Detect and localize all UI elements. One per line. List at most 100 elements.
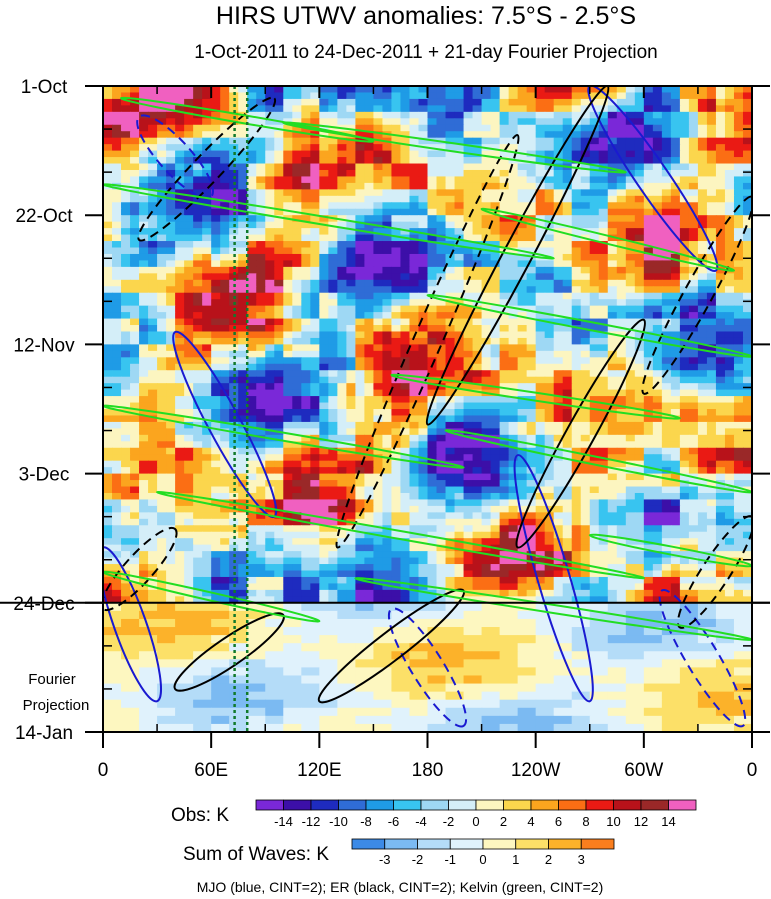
field-cell: [166, 163, 176, 171]
field-cell: [148, 318, 158, 326]
field-cell: [166, 118, 176, 126]
field-cell: [274, 286, 284, 294]
field-cell: [139, 208, 149, 216]
field-cell: [391, 383, 402, 391]
field-cell: [238, 247, 248, 255]
field-cell: [274, 279, 284, 287]
field-cell: [328, 505, 338, 513]
field-cell: [319, 163, 329, 171]
field-cell: [166, 357, 176, 365]
field-cell: [121, 467, 131, 475]
field-cell: [643, 350, 654, 358]
field-cell: [427, 325, 438, 333]
field-cell: [301, 512, 311, 520]
field-cell: [355, 318, 365, 326]
field-cell: [238, 467, 248, 475]
field-cell: [193, 228, 203, 236]
field-cell: [697, 195, 708, 203]
field-cell: [508, 241, 519, 249]
field-cell: [589, 421, 600, 429]
field-cell: [652, 105, 663, 113]
field-cell: [706, 441, 717, 449]
field-row: [103, 292, 752, 300]
field-cell: [121, 396, 131, 404]
field-cell: [553, 260, 564, 268]
field-cell: [742, 318, 752, 326]
field-cell: [472, 266, 483, 274]
field-cell: [301, 447, 311, 455]
field-cell: [580, 98, 591, 106]
field-cell: [184, 234, 194, 242]
field-cell: [103, 247, 113, 255]
field-cell: [625, 286, 636, 294]
field-cell: [319, 512, 329, 520]
field-cell: [211, 260, 221, 268]
field-cell: [670, 176, 681, 184]
field-cell: [733, 421, 744, 429]
field-cell: [418, 492, 429, 501]
field-cell: [553, 215, 564, 223]
field-cell: [130, 150, 140, 158]
field-cell: [481, 331, 492, 339]
field-cell: [733, 253, 744, 262]
field-cell: [157, 518, 167, 526]
field-cell: [679, 492, 690, 501]
field-cell: [607, 266, 618, 274]
field-cell: [634, 279, 645, 287]
field-cell: [373, 118, 384, 126]
field-cell: [535, 331, 546, 339]
field-cell: [616, 253, 627, 262]
field-cell: [625, 447, 636, 455]
field-cell: [625, 111, 636, 119]
field-cell: [346, 499, 356, 507]
field-cell: [634, 266, 645, 274]
field-cell: [724, 357, 735, 365]
field-cell: [724, 286, 735, 294]
field-cell: [184, 273, 194, 281]
field-cell: [148, 202, 158, 210]
field-cell: [175, 144, 185, 152]
field-cell: [274, 202, 284, 210]
field-cell: [454, 286, 465, 294]
field-cell: [265, 234, 275, 242]
field-cell: [643, 467, 654, 475]
field-cell: [463, 163, 474, 171]
field-cell: [688, 247, 699, 255]
field-cell: [103, 499, 113, 507]
field-cell: [634, 492, 645, 501]
field-cell: [319, 292, 329, 300]
field-row: [103, 331, 752, 339]
field-cell: [130, 467, 140, 475]
field-cell: [454, 247, 465, 255]
field-cell: [274, 434, 284, 442]
field-cell: [454, 150, 465, 158]
field-cell: [364, 428, 375, 436]
field-cell: [544, 137, 555, 145]
field-row: [103, 253, 752, 262]
field-cell: [103, 409, 113, 417]
field-cell: [112, 111, 122, 119]
field-cell: [724, 454, 735, 462]
field-cell: [661, 92, 672, 100]
field-cell: [121, 208, 131, 216]
field-cell: [562, 460, 573, 468]
field-cell: [679, 402, 690, 410]
field-cell: [202, 228, 212, 236]
field-cell: [661, 473, 672, 481]
field-cell: [643, 370, 654, 378]
field-cell: [490, 305, 501, 313]
field-cell: [463, 169, 474, 178]
field-cell: [193, 273, 203, 281]
field-cell: [688, 221, 699, 229]
field-cell: [301, 279, 311, 287]
field-cell: [103, 131, 113, 139]
field-cell: [526, 312, 537, 320]
field-cell: [553, 389, 564, 397]
field-cell: [625, 376, 636, 384]
field-cell: [112, 441, 122, 449]
field-cell: [724, 325, 735, 333]
field-cell: [490, 415, 501, 423]
field-cell: [373, 215, 384, 223]
field-cell: [490, 409, 501, 417]
